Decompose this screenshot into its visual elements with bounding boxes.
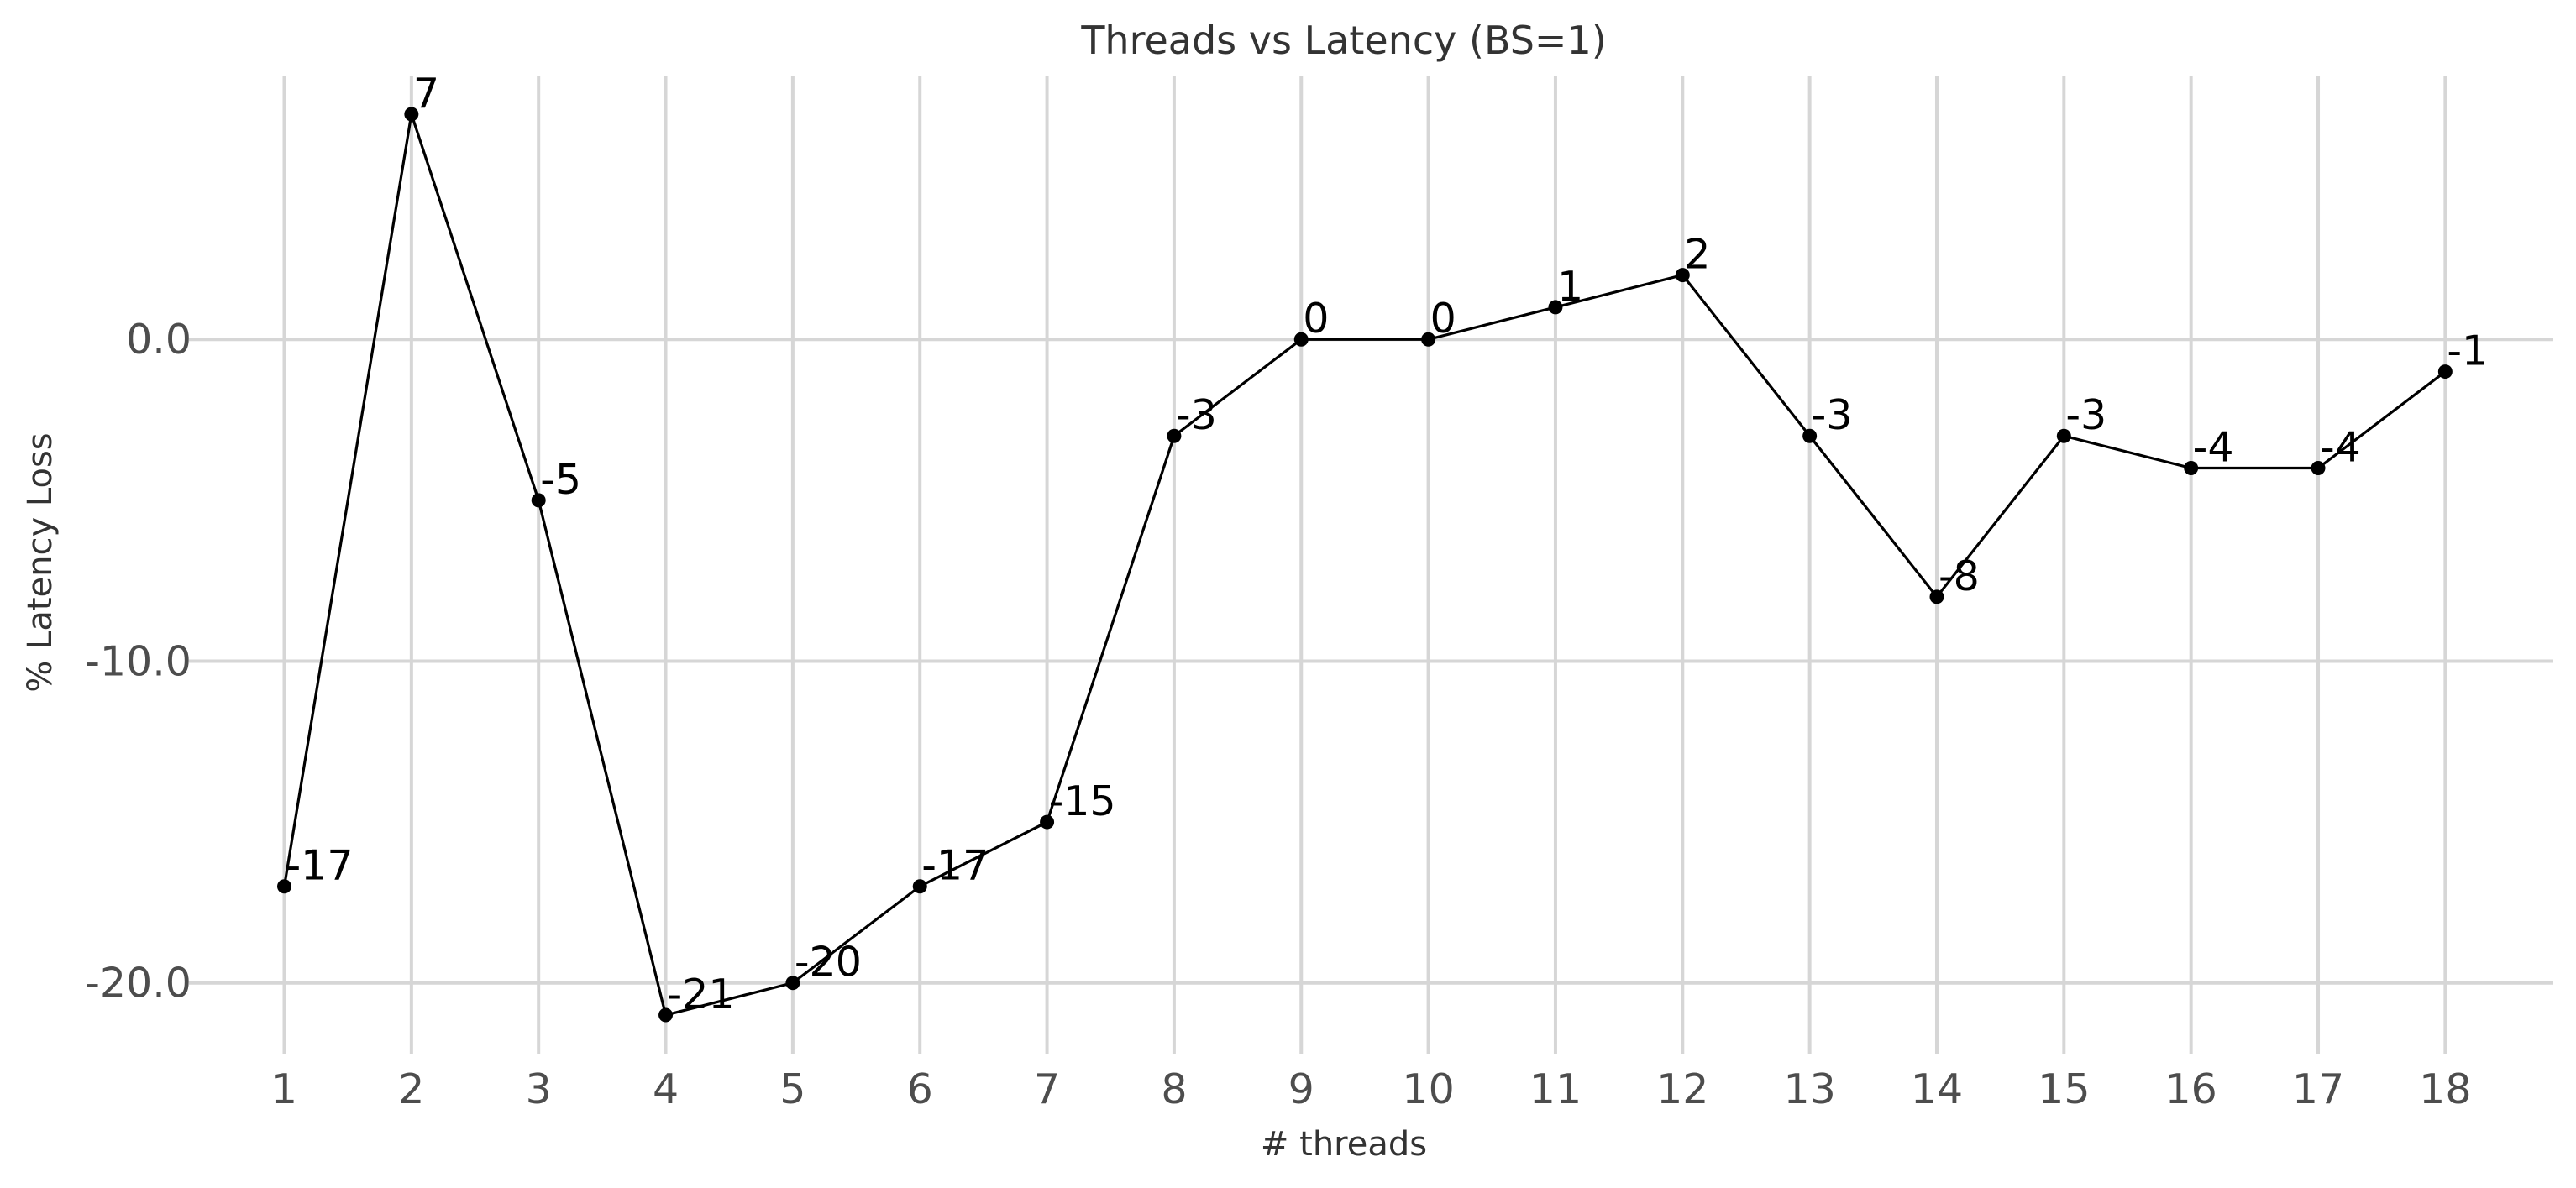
x-tick-label: 13 — [1783, 1065, 1835, 1113]
x-tick-label: 5 — [779, 1065, 805, 1113]
y-tick-label: -20.0 — [85, 960, 191, 1007]
data-label: -4 — [2320, 424, 2361, 472]
x-tick-label: 15 — [2038, 1065, 2090, 1113]
data-label: -15 — [1049, 777, 1116, 825]
x-tick-label: 10 — [1402, 1065, 1454, 1113]
x-gridlines — [282, 76, 2447, 1054]
data-point — [1040, 814, 1055, 830]
x-tick-label: 11 — [1529, 1065, 1582, 1113]
data-point — [2311, 461, 2326, 476]
x-tick-label: 17 — [2292, 1065, 2344, 1113]
data-point — [1421, 332, 1436, 347]
data-points — [277, 107, 2453, 1023]
x-tick-label: 3 — [526, 1065, 552, 1113]
data-label: -5 — [540, 456, 581, 504]
data-point — [404, 107, 419, 122]
y-tick-label: -10.0 — [85, 637, 191, 685]
data-label: 1 — [1557, 263, 1583, 311]
x-tick-label: 16 — [2164, 1065, 2217, 1113]
data-point — [912, 879, 927, 894]
data-label: -3 — [1176, 391, 1217, 439]
x-tick-label: 9 — [1288, 1065, 1314, 1113]
x-tick-label: 12 — [1656, 1065, 1708, 1113]
data-point — [277, 879, 292, 894]
data-labels: -17 7 -5 -21 -20 -17 -15 -3 0 0 1 2 -3 -8 -3 -4 -4 -1 — [286, 70, 2489, 1018]
data-label: -1 — [2447, 327, 2488, 375]
data-point — [1548, 300, 1563, 315]
x-tick-label: 6 — [907, 1065, 933, 1113]
data-point — [1929, 589, 1944, 604]
data-point — [785, 976, 800, 991]
data-label: -3 — [1812, 391, 1853, 439]
series-line-group — [282, 113, 2447, 1017]
data-label: -4 — [2193, 424, 2234, 472]
data-label: -17 — [921, 842, 989, 890]
x-axis-label: # threads — [1261, 1125, 1427, 1164]
data-label: 2 — [1684, 231, 1710, 279]
x-tick-label: 1 — [271, 1065, 297, 1113]
data-label: -3 — [2065, 391, 2106, 439]
data-point — [658, 1007, 674, 1023]
data-point — [1675, 268, 1690, 283]
data-label: 0 — [1430, 295, 1456, 343]
y-tick-label: 0.0 — [126, 316, 191, 364]
data-point — [2437, 364, 2453, 379]
y-axis-label: % Latency Loss — [21, 432, 60, 692]
x-tick-label: 14 — [1911, 1065, 1963, 1113]
y-tick-labels: 0.0 -10.0 -20.0 — [85, 316, 191, 1007]
x-tick-label: 8 — [1161, 1065, 1187, 1113]
x-tick-label: 18 — [2419, 1065, 2471, 1113]
data-label: -8 — [1939, 552, 1980, 600]
data-point — [2056, 428, 2071, 443]
x-tick-label: 4 — [653, 1065, 679, 1113]
data-label: 7 — [413, 70, 439, 118]
x-tick-label: 2 — [398, 1065, 424, 1113]
data-point — [1167, 428, 1182, 443]
data-label: -17 — [286, 842, 354, 890]
data-point — [1293, 332, 1309, 347]
data-label: -20 — [795, 939, 862, 987]
data-label: 0 — [1303, 295, 1329, 343]
chart-title: Threads vs Latency (BS=1) — [1080, 18, 1606, 63]
x-tick-labels: 1 2 3 4 5 6 7 8 9 10 11 12 13 14 15 16 17 18 — [271, 1065, 2472, 1113]
data-point — [2184, 461, 2199, 476]
data-label: -21 — [668, 971, 735, 1018]
data-point — [1802, 428, 1818, 443]
series-line — [282, 113, 2447, 1017]
x-tick-label: 7 — [1034, 1065, 1060, 1113]
data-point — [531, 493, 546, 508]
